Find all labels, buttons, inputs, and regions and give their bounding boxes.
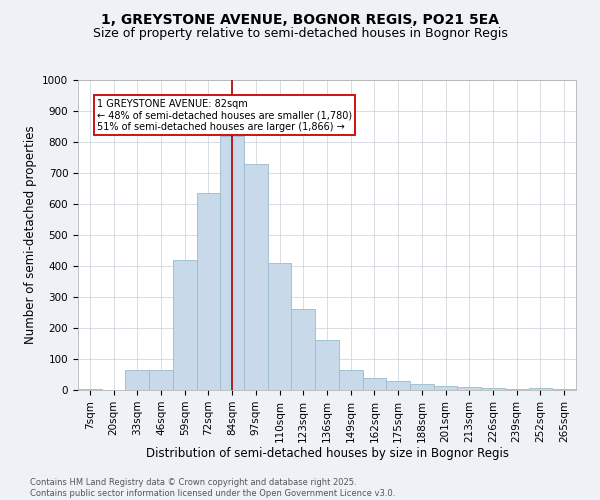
Bar	[315, 340, 339, 390]
Bar	[220, 136, 244, 390]
Bar	[268, 263, 292, 390]
Text: 1 GREYSTONE AVENUE: 82sqm
← 48% of semi-detached houses are smaller (1,780)
51% : 1 GREYSTONE AVENUE: 82sqm ← 48% of semi-…	[97, 98, 352, 132]
Bar	[386, 380, 410, 390]
Bar	[457, 387, 481, 390]
Bar	[125, 370, 149, 390]
Y-axis label: Number of semi-detached properties: Number of semi-detached properties	[23, 126, 37, 344]
Bar	[149, 370, 173, 390]
Bar	[434, 386, 457, 390]
Bar	[362, 378, 386, 390]
X-axis label: Distribution of semi-detached houses by size in Bognor Regis: Distribution of semi-detached houses by …	[146, 448, 509, 460]
Text: 1, GREYSTONE AVENUE, BOGNOR REGIS, PO21 5EA: 1, GREYSTONE AVENUE, BOGNOR REGIS, PO21 …	[101, 12, 499, 26]
Bar	[292, 310, 315, 390]
Bar	[244, 164, 268, 390]
Bar	[410, 384, 434, 390]
Bar	[481, 388, 505, 390]
Text: Size of property relative to semi-detached houses in Bognor Regis: Size of property relative to semi-detach…	[92, 28, 508, 40]
Text: Contains HM Land Registry data © Crown copyright and database right 2025.
Contai: Contains HM Land Registry data © Crown c…	[30, 478, 395, 498]
Bar	[173, 260, 197, 390]
Bar	[197, 193, 220, 390]
Bar	[529, 388, 552, 390]
Bar	[339, 370, 362, 390]
